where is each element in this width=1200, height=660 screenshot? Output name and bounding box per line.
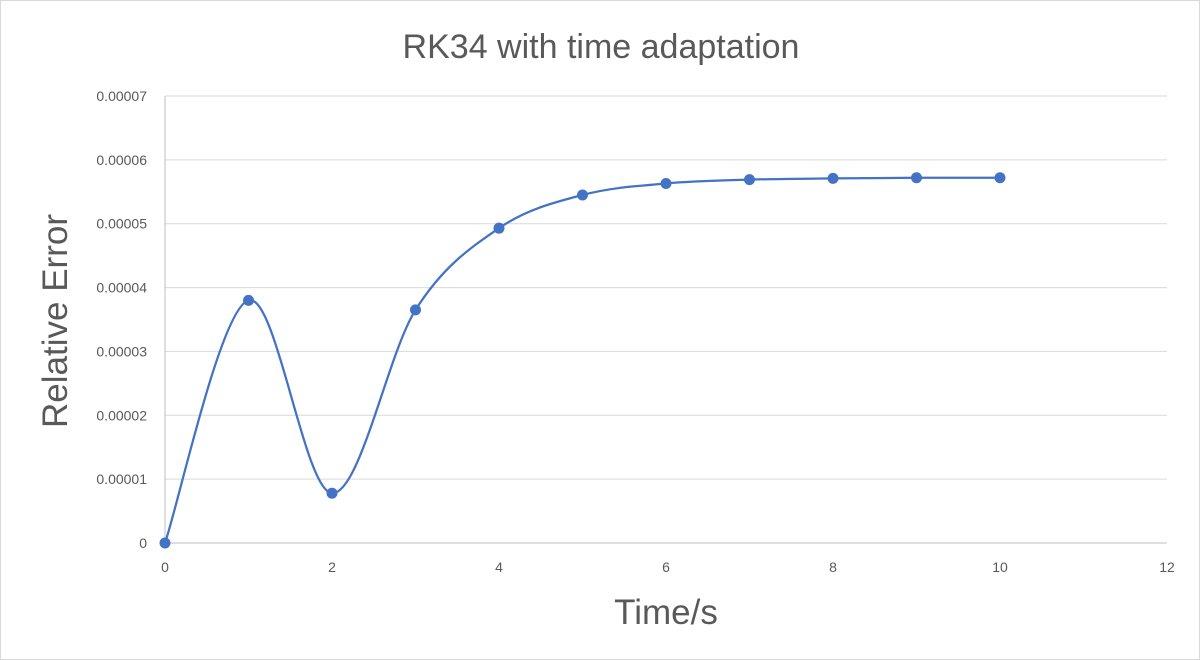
- data-point: [493, 222, 505, 234]
- data-point: [911, 172, 922, 184]
- data-point: [827, 172, 839, 184]
- series-line: [163, 176, 1001, 544]
- data-point: [326, 487, 338, 499]
- y-tick-label: 0.00007: [96, 88, 147, 104]
- series-layer: [159, 172, 1006, 549]
- data-point: [994, 172, 1006, 184]
- y-tick-label: 0.00006: [96, 152, 147, 168]
- data-point: [243, 294, 254, 306]
- x-tick-label: 0: [161, 559, 169, 575]
- y-tick-labels: 0 0.00001 0.00002 0.00003 0.00004 0.00005 0.00…: [96, 88, 147, 551]
- x-tick-label: 10: [992, 559, 1008, 575]
- data-point: [577, 189, 588, 201]
- y-tick-label: 0.00001: [96, 471, 147, 487]
- y-tick-label: 0: [139, 535, 147, 551]
- y-axis-title: Relative Error: [36, 214, 75, 428]
- chart-title: RK34 with time adaptation: [403, 28, 800, 66]
- x-tick-label: 8: [829, 559, 837, 575]
- x-tick-label: 6: [662, 559, 670, 575]
- y-tick-label: 0.00005: [96, 216, 147, 232]
- x-tick-label: 12: [1159, 559, 1175, 575]
- data-point: [744, 174, 755, 186]
- y-tick-label: 0.00004: [96, 280, 147, 296]
- y-tick-label: 0.00003: [96, 343, 147, 359]
- gridlines: [165, 95, 1167, 480]
- data-point: [159, 537, 171, 549]
- data-point: [660, 177, 672, 189]
- x-tick-label: 4: [495, 559, 503, 575]
- x-axis-title: Time/s: [614, 593, 718, 632]
- x-tick-label: 2: [328, 559, 336, 575]
- data-point: [410, 304, 421, 316]
- x-tick-labels: 0 2 4 6 8 10 12: [161, 559, 1175, 575]
- y-tick-label: 0.00002: [96, 407, 147, 423]
